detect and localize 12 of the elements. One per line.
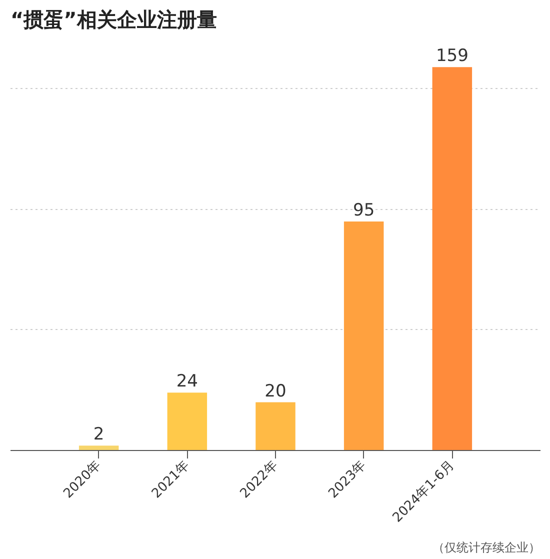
bar	[78, 446, 119, 450]
chart-title: “掼蛋”相关企业注册量	[10, 8, 217, 32]
data-label: 95	[353, 200, 375, 220]
text: （仅统计存续企业）	[432, 540, 540, 554]
data-label: 20	[264, 381, 286, 402]
data-label: 24	[176, 372, 198, 392]
bar	[432, 67, 472, 450]
bar	[256, 402, 296, 450]
data-label: 159	[436, 46, 468, 66]
data-label: 2	[93, 424, 104, 445]
bar	[167, 392, 208, 450]
bar	[344, 221, 384, 450]
